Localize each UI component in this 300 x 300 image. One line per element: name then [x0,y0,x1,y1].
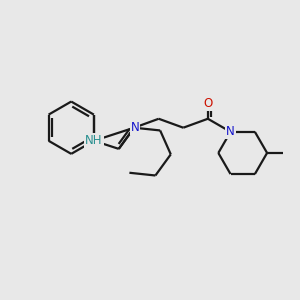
Text: N: N [131,121,140,134]
Text: N: N [226,125,235,138]
Text: O: O [203,97,212,110]
Text: NH: NH [85,134,103,147]
